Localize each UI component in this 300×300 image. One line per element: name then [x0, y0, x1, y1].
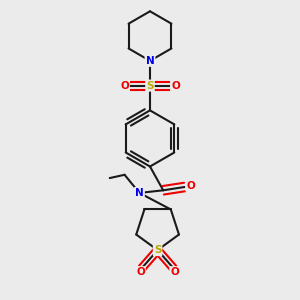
Text: S: S: [154, 245, 161, 255]
Text: O: O: [170, 267, 179, 277]
Text: O: O: [136, 267, 145, 277]
Text: O: O: [120, 81, 129, 91]
Text: N: N: [146, 56, 154, 66]
Text: O: O: [171, 81, 180, 91]
Text: O: O: [186, 181, 195, 191]
Text: N: N: [135, 188, 144, 198]
Text: S: S: [146, 81, 154, 91]
